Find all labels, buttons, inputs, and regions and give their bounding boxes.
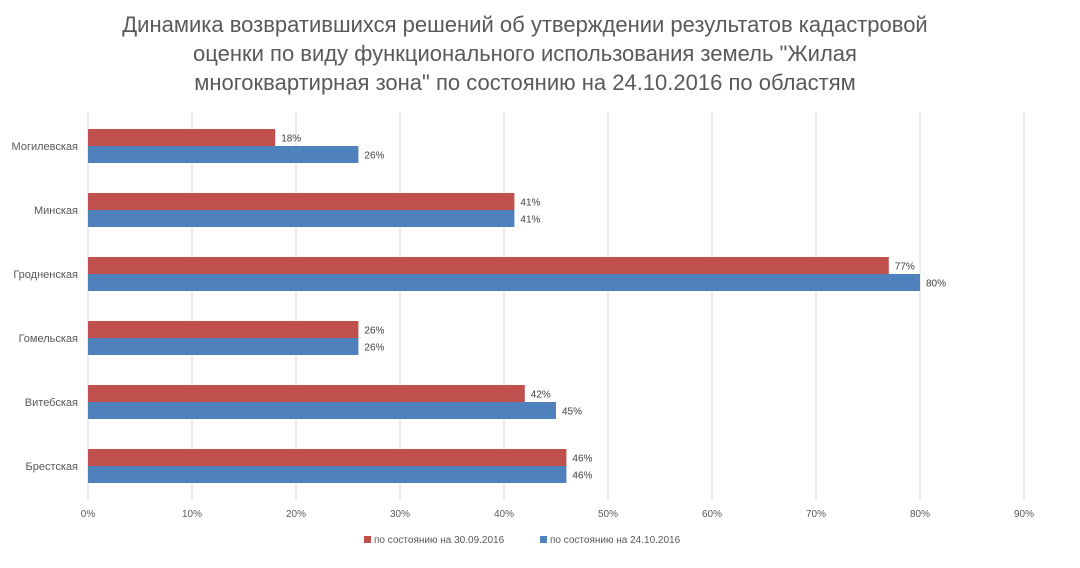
x-tick-label: 20% bbox=[286, 509, 306, 520]
title-line-1: Динамика возвратившихся решений об утвер… bbox=[122, 12, 928, 37]
title-line-3: многоквартирная зона" по состоянию на 24… bbox=[194, 70, 856, 95]
data-label: 42% bbox=[531, 390, 551, 401]
data-label: 26% bbox=[364, 151, 384, 162]
data-label: 41% bbox=[520, 198, 540, 209]
bar-oct bbox=[88, 146, 359, 163]
data-label: 18% bbox=[281, 134, 301, 145]
bar-sep bbox=[88, 257, 889, 274]
bar-sep bbox=[88, 193, 515, 210]
data-label: 80% bbox=[926, 279, 946, 290]
x-tick-label: 30% bbox=[390, 509, 410, 520]
data-label: 46% bbox=[572, 454, 592, 465]
bar-oct bbox=[88, 274, 920, 291]
bar-oct bbox=[88, 210, 515, 227]
legend-label: по состоянию на 24.10.2016 bbox=[550, 535, 681, 546]
x-tick-label: 50% bbox=[598, 509, 618, 520]
x-tick-label: 60% bbox=[702, 509, 722, 520]
bar-sep bbox=[88, 385, 525, 402]
x-tick-label: 70% bbox=[806, 509, 826, 520]
x-tick-label: 90% bbox=[1014, 509, 1034, 520]
legend-swatch bbox=[364, 536, 371, 543]
legend-swatch bbox=[540, 536, 547, 543]
category-label: Гомельская bbox=[19, 333, 78, 345]
category-label: Гродненская bbox=[13, 269, 78, 281]
x-tick-label: 80% bbox=[910, 509, 930, 520]
data-label: 26% bbox=[364, 343, 384, 354]
data-label: 26% bbox=[364, 326, 384, 337]
bar-oct bbox=[88, 402, 556, 419]
data-label: 45% bbox=[562, 407, 582, 418]
category-label: Брестская bbox=[26, 461, 79, 473]
data-label: 46% bbox=[572, 471, 592, 482]
chart-title: Динамика возвратившихся решений об утвер… bbox=[0, 10, 1050, 97]
category-label: Могилевская bbox=[12, 141, 78, 153]
title-line-2: оценки по виду функционального использов… bbox=[193, 41, 857, 66]
bar-oct bbox=[88, 338, 359, 355]
bar-sep bbox=[88, 321, 359, 338]
bar-oct bbox=[88, 466, 567, 483]
data-label: 41% bbox=[520, 215, 540, 226]
data-label: 77% bbox=[895, 262, 915, 273]
x-tick-label: 10% bbox=[182, 509, 202, 520]
category-label: Витебская bbox=[25, 397, 78, 409]
legend-label: по состоянию на 30.09.2016 bbox=[374, 535, 505, 546]
bar-sep bbox=[88, 129, 276, 146]
x-tick-label: 40% bbox=[494, 509, 514, 520]
bar-sep bbox=[88, 449, 567, 466]
category-label: Минская bbox=[34, 205, 78, 217]
x-tick-label: 0% bbox=[81, 509, 96, 520]
